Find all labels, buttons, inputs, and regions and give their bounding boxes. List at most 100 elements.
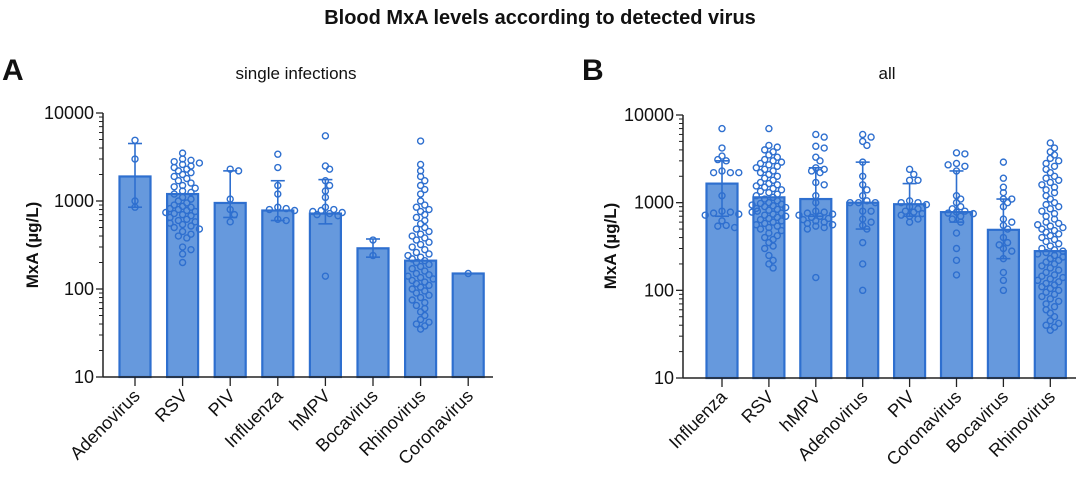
data-point xyxy=(914,176,922,184)
data-point xyxy=(178,243,187,251)
bar-coronavirus xyxy=(939,211,974,380)
data-point xyxy=(408,285,416,293)
data-point xyxy=(408,255,416,263)
data-point xyxy=(777,226,786,235)
panel-b-y-axis-label: MxA (µg/L) xyxy=(601,203,620,290)
panel-b-y-ticks xyxy=(676,114,683,379)
data-point xyxy=(752,164,760,172)
data-point xyxy=(799,215,807,224)
data-point xyxy=(1046,284,1055,293)
data-point xyxy=(999,158,1008,166)
data-point xyxy=(404,272,412,280)
data-point xyxy=(416,240,425,249)
data-point xyxy=(773,153,781,161)
data-point xyxy=(969,209,977,218)
data-point xyxy=(429,275,437,283)
data-point xyxy=(313,210,321,219)
data-point xyxy=(999,286,1008,295)
data-point xyxy=(859,130,867,139)
data-point xyxy=(871,198,879,207)
data-point xyxy=(412,236,421,244)
data-point xyxy=(425,318,433,326)
data-point xyxy=(265,205,274,214)
data-point xyxy=(773,231,781,240)
data-point xyxy=(282,204,290,213)
data-point xyxy=(1050,260,1059,268)
data-point xyxy=(1046,326,1055,335)
data-point xyxy=(897,198,905,207)
data-point xyxy=(1038,244,1046,253)
bar-piv xyxy=(892,203,927,380)
data-point xyxy=(795,211,803,219)
data-point xyxy=(1054,240,1063,248)
data-point xyxy=(425,205,433,214)
data-point xyxy=(765,229,773,237)
data-point xyxy=(170,172,178,181)
data-point xyxy=(412,269,421,278)
data-point xyxy=(178,149,187,157)
data-point xyxy=(961,150,969,158)
category-label-piv: PIV xyxy=(884,387,919,422)
data-point xyxy=(191,184,199,192)
data-point xyxy=(765,170,773,179)
data-point xyxy=(901,207,910,215)
data-point xyxy=(863,186,871,194)
data-point xyxy=(1008,247,1016,255)
data-point xyxy=(1046,154,1055,163)
data-point xyxy=(170,190,178,198)
data-point xyxy=(999,174,1008,182)
data-point xyxy=(174,216,183,225)
data-point xyxy=(166,204,174,213)
data-point xyxy=(191,207,199,216)
data-point xyxy=(816,168,824,177)
y-tick-label: 100 xyxy=(644,280,674,300)
data-point xyxy=(416,230,425,238)
data-point xyxy=(803,209,812,217)
data-point xyxy=(1050,188,1059,197)
data-point xyxy=(828,210,837,218)
data-point xyxy=(1050,172,1059,180)
data-point xyxy=(1059,223,1067,232)
data-point xyxy=(174,197,183,205)
data-point xyxy=(761,219,769,228)
data-point xyxy=(1046,295,1055,303)
data-point xyxy=(416,308,425,316)
data-point xyxy=(820,181,828,189)
data-point xyxy=(761,244,769,253)
data-point xyxy=(863,197,871,205)
data-point xyxy=(756,215,765,224)
data-point xyxy=(178,220,187,229)
data-point xyxy=(464,269,472,278)
panel-b-axes xyxy=(682,115,1076,379)
data-point xyxy=(995,241,1003,249)
data-point xyxy=(756,187,765,195)
y-tick-label: 10000 xyxy=(44,103,94,123)
data-point xyxy=(752,192,760,200)
data-point xyxy=(421,223,429,232)
data-point xyxy=(859,286,867,295)
data-point xyxy=(330,205,338,214)
data-point xyxy=(1046,264,1055,272)
data-point xyxy=(952,149,961,157)
data-point xyxy=(195,225,204,233)
data-point xyxy=(1046,178,1055,187)
data-point xyxy=(325,165,334,173)
data-point xyxy=(174,177,183,185)
data-point xyxy=(1042,258,1050,266)
data-point xyxy=(321,272,330,280)
data-point xyxy=(408,232,416,240)
data-point xyxy=(952,159,961,168)
data-point xyxy=(421,177,429,185)
data-point xyxy=(412,289,421,297)
data-point xyxy=(769,264,777,272)
y-tick-label: 10000 xyxy=(624,105,674,125)
data-point xyxy=(425,250,433,258)
data-point xyxy=(416,315,425,324)
data-point xyxy=(1038,292,1046,301)
panel-a-axes xyxy=(102,113,493,378)
data-point xyxy=(1038,283,1046,291)
data-point xyxy=(897,211,905,219)
data-point xyxy=(944,161,952,169)
y-tick-label: 1000 xyxy=(634,193,674,213)
data-point xyxy=(1046,275,1055,283)
